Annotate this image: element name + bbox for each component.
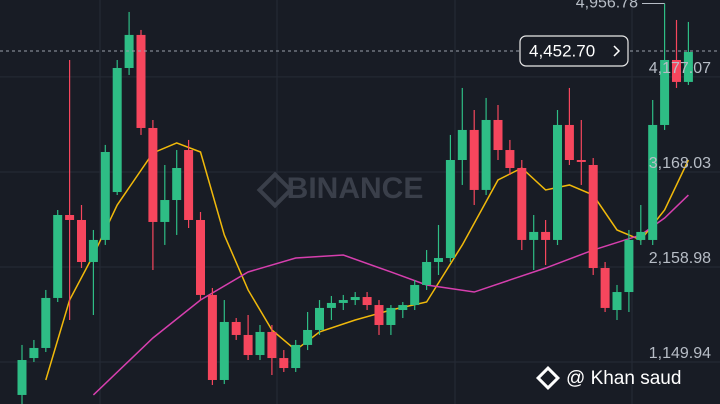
candle-body — [660, 59, 670, 125]
candle-body — [398, 305, 408, 311]
candle-body — [88, 239, 98, 262]
labels: 1,149.94 2,158.98 3,168.03 4,177.07 4,452.70… — [0, 0, 720, 362]
candle-body — [315, 307, 324, 330]
candle-body — [41, 297, 51, 348]
candle-body — [255, 331, 265, 356]
candle-body — [576, 159, 586, 162]
candle-body — [672, 59, 681, 82]
current-price-arrow — [613, 45, 621, 57]
current-price-box — [519, 35, 629, 67]
candle-body — [77, 219, 86, 262]
candle-body — [636, 231, 646, 240]
high-marker-label: 4,956.78 — [576, 0, 638, 12]
candle-body — [279, 358, 289, 369]
candle-body — [624, 239, 634, 293]
candle-body — [541, 231, 551, 240]
y-tick-label: 2,158.98 — [649, 250, 711, 267]
candle-body — [362, 297, 372, 306]
candle-body — [529, 231, 539, 240]
grid-vertical — [99, 0, 633, 404]
candle-body — [29, 347, 39, 359]
candle-body — [386, 307, 396, 325]
candle-body — [505, 150, 515, 169]
y-tick-label: 1,149.94 — [649, 345, 711, 362]
candle-body — [303, 329, 313, 345]
credit: @ Khan saud — [566, 368, 681, 389]
candle-body — [160, 200, 170, 222]
candle-body — [100, 151, 110, 240]
candle-body — [648, 124, 658, 240]
y-tick-label: 3,168.03 — [649, 155, 711, 172]
candle-body — [434, 258, 443, 262]
watermark: BINANCE — [287, 172, 424, 205]
candle-body — [53, 214, 63, 298]
candle-body — [350, 297, 360, 301]
candle-body — [243, 334, 253, 356]
candle-body — [445, 159, 455, 259]
candle-body — [469, 129, 479, 190]
candle-body — [112, 67, 122, 193]
candle-body — [588, 164, 598, 269]
candle-body — [683, 51, 693, 82]
logo-shape — [535, 365, 561, 391]
candle-body — [493, 119, 503, 151]
candle-body — [374, 305, 384, 325]
candle-body — [338, 300, 348, 303]
candles — [17, 3, 693, 404]
candle-body — [136, 34, 146, 128]
candle-body — [267, 331, 277, 359]
y-tick-label: 4,177.07 — [649, 60, 711, 77]
candle-body — [517, 168, 527, 240]
candle-body — [219, 321, 229, 380]
candle-body — [612, 292, 622, 311]
candle-body — [326, 302, 336, 308]
candle-body — [481, 119, 491, 190]
candle-body — [231, 321, 241, 335]
candle-body — [207, 294, 217, 380]
candle-body — [184, 150, 194, 220]
candle-body — [410, 284, 420, 306]
candle-body — [148, 127, 158, 222]
candle-body — [172, 168, 182, 201]
moving-average — [92, 194, 689, 396]
candle-body — [291, 344, 301, 369]
candle-body — [124, 34, 134, 68]
candle-body — [553, 124, 562, 240]
candle-body — [17, 360, 27, 395]
candle-body — [564, 124, 574, 160]
credit-logo — [535, 365, 561, 391]
watermark-logo — [256, 171, 294, 209]
candle-body — [457, 129, 467, 160]
candle-body — [600, 268, 610, 308]
logo-shape — [256, 171, 294, 209]
candle-body — [422, 261, 432, 285]
candle-body — [196, 219, 205, 295]
candle-body — [65, 214, 75, 220]
current-price-label: 4,452.70 — [529, 41, 595, 60]
